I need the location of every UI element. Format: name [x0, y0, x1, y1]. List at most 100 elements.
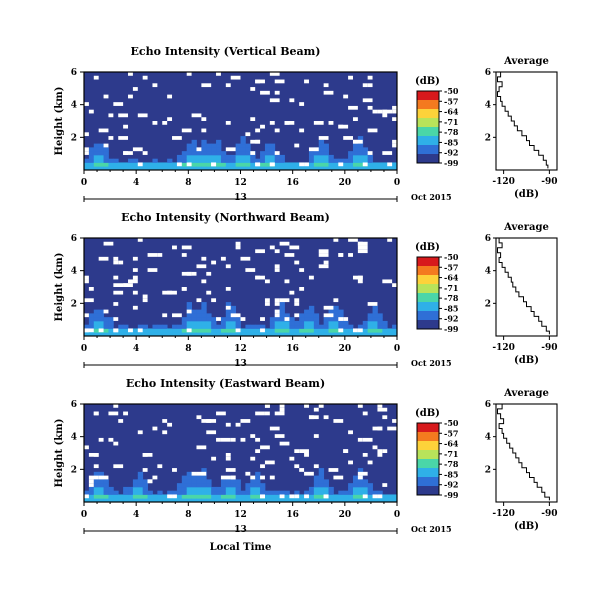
gap-cell [299, 128, 305, 133]
echo-cell [274, 320, 281, 326]
gap-cell [225, 121, 231, 125]
echo-cell [377, 313, 383, 318]
gap-cell [128, 72, 133, 76]
gap-cell [284, 317, 290, 321]
gap-cell [216, 317, 221, 321]
echo-cell [191, 154, 197, 160]
echo-cell [308, 494, 315, 499]
colorbar-label: -85 [444, 469, 458, 479]
profile-x-tick-label: -120 [492, 343, 515, 353]
colorbar-label: -99 [444, 158, 459, 168]
echo-cell [93, 479, 100, 484]
echo-cell [367, 483, 373, 488]
echo-cell [274, 324, 281, 329]
echo-cell [264, 332, 271, 337]
profile-frame [495, 237, 558, 337]
echo-cell [98, 158, 104, 163]
echo-cell [225, 324, 232, 329]
gap-cell [98, 128, 109, 133]
echo-cell [220, 166, 227, 171]
echo-cell [201, 151, 207, 156]
echo-cell [206, 143, 212, 148]
gap-cell [318, 404, 324, 408]
gap-cell [264, 279, 270, 284]
colorbar-frame [416, 90, 440, 164]
echo-cell [88, 490, 95, 495]
gap-cell [167, 290, 177, 295]
heatmap-cells [84, 302, 398, 337]
gap-cell [84, 151, 89, 155]
gap-cell [128, 328, 133, 333]
echo-cell [230, 154, 237, 160]
echo-cell [318, 486, 325, 492]
echo-cell [338, 498, 344, 503]
colorbar-label: -57 [444, 428, 458, 438]
echo-cell [313, 332, 320, 337]
colorbar-swatch [417, 284, 439, 294]
gap-cell [123, 151, 129, 155]
echo-cell [308, 162, 315, 167]
echo-cell [323, 320, 329, 326]
gap-cell [318, 136, 329, 140]
echo-cell [269, 494, 276, 499]
echo-cell [118, 166, 124, 171]
echo-cell [230, 305, 237, 311]
echo-cell [113, 158, 119, 163]
echo-cell [191, 328, 197, 333]
echo-cell [196, 475, 202, 480]
echo-cell [338, 309, 344, 314]
gap-cell [357, 249, 368, 254]
echo-cell [137, 486, 144, 492]
gap-cell [201, 83, 212, 88]
echo-cell [323, 166, 329, 171]
echo-cell [128, 490, 134, 495]
echo-cell [313, 328, 320, 333]
profile-y-tick-label: 4 [485, 267, 491, 277]
echo-cell [250, 479, 256, 484]
echo-cell [216, 147, 222, 152]
gap-cell [299, 287, 305, 291]
gap-cell [108, 136, 114, 140]
echo-cell [279, 302, 285, 307]
echo-cell [181, 475, 188, 480]
gap-cell [274, 411, 285, 416]
echo-cell [318, 332, 325, 337]
echo-cell [318, 143, 325, 148]
gap-cell [308, 275, 314, 280]
echo-cell [176, 324, 183, 329]
echo-cell [338, 324, 344, 329]
echo-cell [269, 332, 276, 337]
gap-cell [392, 283, 397, 287]
gap-cell [377, 407, 388, 412]
echo-cell [186, 494, 192, 499]
echo-cell [98, 479, 104, 484]
echo-cell [93, 166, 100, 171]
echo-cell [132, 158, 139, 163]
gap-cell [362, 411, 368, 416]
echo-cell [367, 332, 373, 337]
gap-cell [196, 445, 207, 450]
gap-cell [260, 317, 265, 321]
echo-cell [392, 332, 398, 337]
echo-cell [211, 166, 217, 171]
echo-cell [186, 332, 192, 337]
gap-cell [279, 494, 285, 499]
gap-cell [84, 275, 89, 280]
gap-cell [113, 302, 119, 306]
colorbar-swatch [417, 257, 439, 267]
gap-cell [328, 121, 334, 125]
echo-cell [225, 479, 232, 484]
echo-cell [387, 494, 393, 499]
echo-cell [186, 154, 192, 160]
echo-cell [216, 154, 222, 160]
echo-cell [318, 151, 325, 156]
echo-cell [93, 498, 100, 503]
gap-cell [98, 256, 109, 261]
echo-cell [299, 328, 305, 333]
echo-cell [245, 147, 251, 152]
echo-cell [176, 328, 183, 333]
echo-cell [220, 317, 227, 322]
gap-cell [304, 79, 309, 84]
colorbar-unit: (dB) [415, 408, 440, 419]
y-axis-label: Height (km) [54, 253, 65, 322]
